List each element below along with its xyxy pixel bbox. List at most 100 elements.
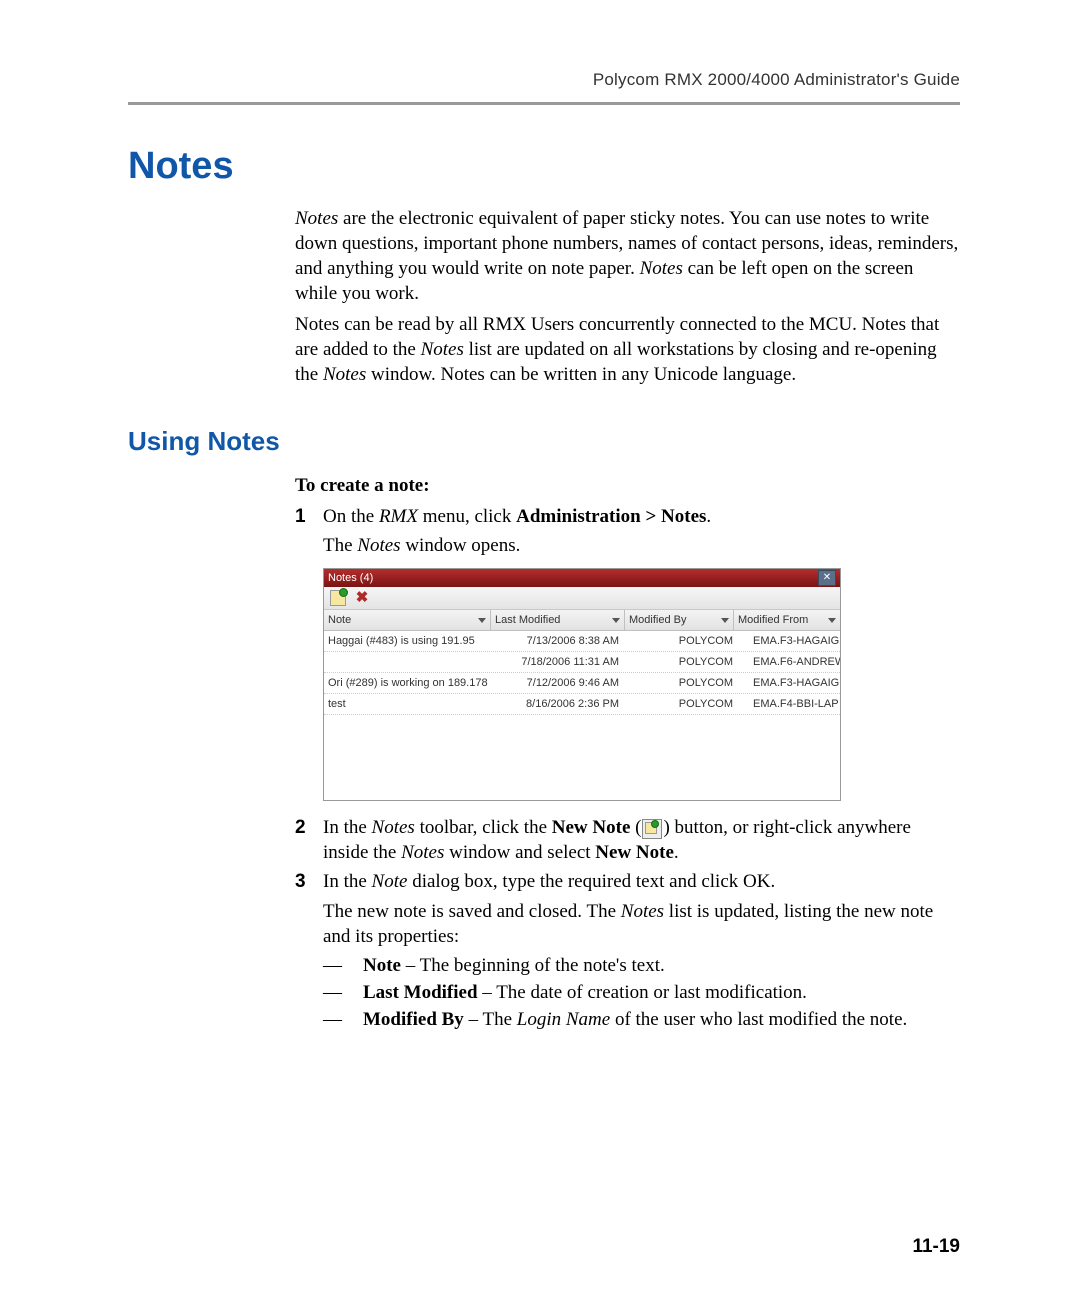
table-row[interactable]: test 8/16/2006 2:36 PM POLYCOM EMA.F4-BB… <box>324 694 840 715</box>
heading-notes: Notes <box>128 145 960 188</box>
new-note-icon <box>330 590 346 606</box>
col-last-modified[interactable]: Last Modified <box>491 610 625 631</box>
intro-p2-em2: Notes <box>323 364 366 385</box>
step1-db: window opens. <box>401 535 521 556</box>
cell-note: Haggai (#483) is using 191.95 <box>324 634 490 649</box>
header-guide-title: Polycom RMX 2000/4000 Administrator's Gu… <box>128 70 960 90</box>
step1-rmx: RMX <box>379 506 418 527</box>
dash: — <box>323 980 363 1005</box>
page-number: 11-19 <box>912 1236 960 1258</box>
s2-em2: Notes <box>401 842 444 863</box>
s2-e: window and select <box>444 842 595 863</box>
table-row[interactable]: Haggai (#483) is using 191.95 7/13/2006 … <box>324 631 840 652</box>
step1-after: The Notes window opens. <box>323 533 960 558</box>
sort-icon <box>612 618 620 623</box>
cell-note: test <box>324 697 490 712</box>
list-item: — Note – The beginning of the note's tex… <box>323 953 960 978</box>
step-3: 3 In the Note dialog box, type the requi… <box>295 869 960 894</box>
intro-p2: Notes can be read by all RMX Users concu… <box>295 312 960 387</box>
cell-from: EMA.F3-HAGAIGE <box>743 634 840 649</box>
heading-using-notes: Using Notes <box>128 426 960 457</box>
step1-b: menu, click <box>418 506 516 527</box>
cell-from: EMA.F6-ANDREWK <box>743 655 840 670</box>
step1-admin: Administration > Notes <box>516 506 706 527</box>
cell-by: POLYCOM <box>629 697 743 712</box>
sort-icon <box>721 618 729 623</box>
d3-b: Modified By <box>363 1009 464 1030</box>
table-row[interactable]: Ori (#289) is working on 189.178 7/12/20… <box>324 673 840 694</box>
cell-by: POLYCOM <box>629 634 743 649</box>
s2-b: toolbar, click the <box>415 817 552 838</box>
d2-b: Last Modified <box>363 982 478 1003</box>
cell-note: Ori (#289) is working on 189.178 <box>324 676 490 691</box>
s3-b: dialog box, type the required text and c… <box>407 871 775 892</box>
divider <box>128 102 960 105</box>
a3-a: The new note is saved and closed. The <box>323 901 621 922</box>
s2-bold2: New Note <box>595 842 674 863</box>
s3-a: In the <box>323 871 372 892</box>
cell-from: EMA.F3-HAGAIGE <box>743 676 840 691</box>
s2-f: . <box>674 842 679 863</box>
cell-by: POLYCOM <box>629 676 743 691</box>
sort-icon <box>478 618 486 623</box>
property-list: — Note – The beginning of the note's tex… <box>323 953 960 1032</box>
close-icon[interactable]: ✕ <box>818 570 836 586</box>
d3-em: Login Name <box>517 1009 610 1030</box>
step-2: 2 In the Notes toolbar, click the New No… <box>295 815 960 865</box>
col-by-label: Modified By <box>629 613 686 628</box>
d2-t: – The date of creation or last modificat… <box>478 982 807 1003</box>
notes-window-title: Notes (4) <box>328 569 373 587</box>
d3-a: – The <box>464 1009 517 1030</box>
d1-t: – The beginning of the note's text. <box>401 955 665 976</box>
notes-window-titlebar[interactable]: Notes (4) ✕ <box>324 569 840 587</box>
intro-p1-em2: Notes <box>640 258 683 279</box>
dash: — <box>323 1007 363 1032</box>
d3-c: of the user who last modified the note. <box>610 1009 907 1030</box>
notes-grid: Note Last Modified Modified By Modified … <box>324 610 840 801</box>
s3-em: Note <box>372 871 408 892</box>
intro-p2-c: window. Notes can be written in any Unic… <box>366 364 796 385</box>
grid-body: Haggai (#483) is using 191.95 7/13/2006 … <box>324 631 840 800</box>
notes-toolbar: ✖ <box>324 587 840 610</box>
grid-header: Note Last Modified Modified By Modified … <box>324 610 840 632</box>
after-step3: The new note is saved and closed. The No… <box>323 899 960 949</box>
col-modified-from[interactable]: Modified From <box>734 610 840 631</box>
intro-p1: Notes are the electronic equivalent of p… <box>295 206 960 306</box>
step1-dem: Notes <box>357 535 400 556</box>
new-note-button[interactable] <box>328 588 348 608</box>
step-num-1: 1 <box>295 504 323 558</box>
cell-by: POLYCOM <box>629 655 743 670</box>
step1-a: On the <box>323 506 379 527</box>
s2-em1: Notes <box>372 817 415 838</box>
new-note-inline-icon <box>642 819 662 839</box>
cell-last: 7/13/2006 8:38 AM <box>490 634 629 649</box>
list-item: — Modified By – The Login Name of the us… <box>323 1007 960 1032</box>
col-last-label: Last Modified <box>495 613 560 628</box>
cell-from: EMA.F4-BBI-LAP <box>743 697 840 712</box>
delete-note-button[interactable]: ✖ <box>352 588 372 608</box>
sort-icon <box>828 618 836 623</box>
table-row[interactable]: 7/18/2006 11:31 AM POLYCOM EMA.F6-ANDREW… <box>324 652 840 673</box>
step-1: 1 On the RMX menu, click Administration … <box>295 504 960 558</box>
intro-p1-em1: Notes <box>295 208 338 229</box>
s2-c: ( <box>630 817 641 838</box>
step1-c: . <box>706 506 711 527</box>
dash: — <box>323 953 363 978</box>
d1-b: Note <box>363 955 401 976</box>
step-num-3: 3 <box>295 869 323 894</box>
col-modified-by[interactable]: Modified By <box>625 610 734 631</box>
step-num-2: 2 <box>295 815 323 865</box>
step1-da: The <box>323 535 357 556</box>
cell-last: 7/12/2006 9:46 AM <box>490 676 629 691</box>
notes-window: Notes (4) ✕ ✖ Note Last Modified Modifie… <box>323 568 841 802</box>
list-item: — Last Modified – The date of creation o… <box>323 980 960 1005</box>
to-create-label: To create a note: <box>295 473 960 498</box>
grid-empty-area <box>324 715 840 800</box>
col-note[interactable]: Note <box>324 610 491 631</box>
col-note-label: Note <box>328 613 351 628</box>
col-from-label: Modified From <box>738 613 808 628</box>
cell-last: 8/16/2006 2:36 PM <box>490 697 629 712</box>
delete-icon: ✖ <box>356 588 369 608</box>
intro-p2-em: Notes <box>421 339 464 360</box>
cell-last: 7/18/2006 11:31 AM <box>490 655 629 670</box>
